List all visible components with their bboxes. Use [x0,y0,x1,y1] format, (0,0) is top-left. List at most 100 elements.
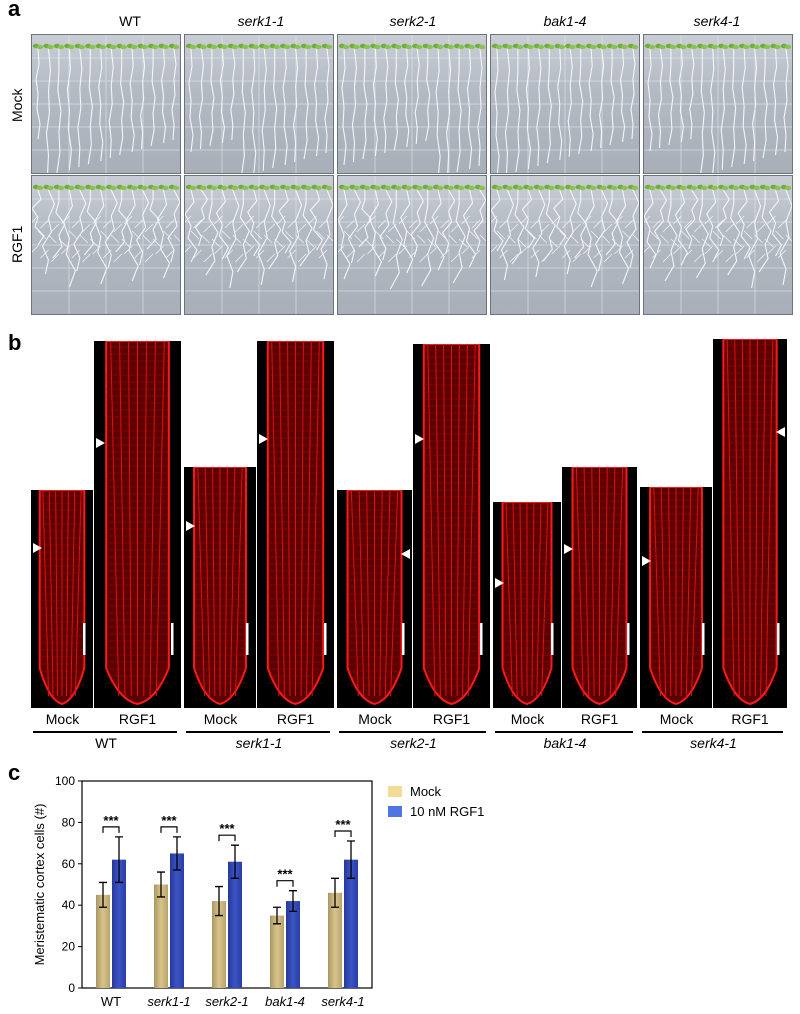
bar-mock [270,915,284,988]
plate-drawing [32,176,180,314]
x-tick-label: WT [101,994,121,1009]
root-drawing [96,341,174,706]
y-axis-label: Meristematic cortex cells (#) [32,804,47,966]
error-bar [115,836,123,884]
root-confocal-image [337,490,412,708]
error-bar [331,877,339,908]
error-bar [347,840,355,879]
x-tick-label: serk1-1 [147,994,190,1009]
root-confocal-image [184,467,256,708]
cortex-cells-bar-chart: 0 20 40 60 80 100 Meristematic cortex cells (#… [32,774,484,1009]
x-tick-label: bak1-4 [265,994,305,1009]
plate-drawing [338,35,486,173]
treatment-label-mock: Mock [358,711,392,727]
plate-drawing [491,35,639,173]
x-tick-label: serk2-1 [205,994,248,1009]
plate-drawing [32,35,180,173]
y-tick-label: 0 [68,981,75,995]
error-bar [289,890,297,913]
legend-label: 10 nM RGF1 [410,804,484,819]
treatment-label-rgf1: RGF1 [118,711,157,727]
seedling-plate [184,34,334,174]
plate-drawing [644,35,792,173]
plate-drawing [491,176,639,314]
root-confocal-image [94,341,181,708]
significance-stars: *** [219,821,235,836]
significance-bracket [218,834,236,842]
significance-bracket [276,880,294,887]
seedling-plate [184,175,334,315]
seedling-plate [643,175,793,315]
significance-stars: *** [335,817,351,832]
significance-stars: *** [277,867,293,882]
seedling-plate [490,175,640,315]
treatment-label-rgf1: RGF1 [580,711,619,727]
col-label-wt: WT [119,13,141,29]
error-bar [173,836,181,871]
root-drawing [415,344,483,706]
y-tick-label: 20 [62,940,76,954]
bar-rgf1 [228,861,242,988]
root-drawing [346,490,410,706]
panel-c-letter: c [8,760,21,785]
genotype-label: bak1-4 [543,735,587,751]
seedling-plate [490,34,640,174]
significance-stars: *** [103,813,119,828]
error-bar [99,881,107,908]
plate-drawing [644,176,792,314]
treatment-label-mock: Mock [45,711,80,727]
treatment-label-mock: Mock [510,711,545,727]
root-drawing [495,502,554,706]
treatment-label-rgf1: RGF1 [432,711,471,727]
error-bar [215,885,223,917]
seedling-plate [337,34,487,174]
genotype-label: serk2-1 [390,735,437,751]
root-confocal-image [493,502,561,708]
seedling-plate [31,175,181,315]
legend-swatch [388,806,402,817]
root-confocal-image [413,344,490,708]
y-tick-label: 100 [55,774,75,788]
y-tick-label: 40 [62,898,76,912]
root-drawing [33,490,86,706]
genotype-divider [33,731,177,733]
row-label-rgf1: RGF1 [9,225,25,263]
root-drawing [642,487,705,706]
root-confocal-image [562,467,637,708]
error-bar [157,871,165,898]
plate-drawing [185,176,333,314]
error-bar [231,844,239,879]
significance-bracket [102,826,120,833]
col-label-bak1: bak1-4 [543,13,587,29]
y-tick-label: 80 [62,815,76,829]
treatment-label-rgf1: RGF1 [276,711,315,727]
root-confocal-image [257,341,334,708]
legend-label: Mock [410,784,442,799]
bar-rgf1 [170,853,184,988]
root-drawing [186,467,249,706]
seedling-plate [337,175,487,315]
treatment-label-mock: Mock [659,711,694,727]
bar-rgf1 [344,859,358,988]
root-confocal-image [713,339,787,708]
col-label-serk4: serk4-1 [693,13,741,29]
bar-mock [212,901,226,988]
significance-bracket [160,826,178,833]
legend-swatch [388,786,402,797]
y-tick-label: 60 [62,857,76,871]
genotype-divider [495,731,633,733]
root-drawing [722,339,785,706]
seedling-plate [31,34,181,174]
plate-drawing [338,176,486,314]
root-drawing [259,341,327,706]
row-label-mock: Mock [9,88,25,122]
genotype-divider [186,731,330,733]
genotype-divider [339,731,486,733]
plate-drawing [185,35,333,173]
col-label-serk2: serk2-1 [389,13,437,29]
significance-bracket [334,830,352,838]
genotype-label: serk4-1 [690,735,737,751]
genotype-label: serk1-1 [235,735,283,751]
significance-stars: *** [161,813,177,828]
root-confocal-image [640,487,712,708]
